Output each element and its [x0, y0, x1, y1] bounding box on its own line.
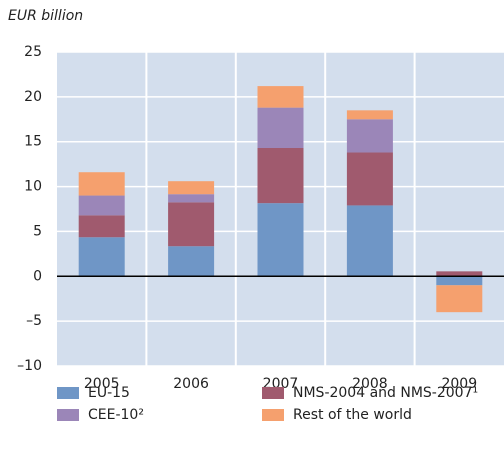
y-tick-label: 15	[24, 134, 42, 150]
legend-label: EU-15	[88, 385, 130, 401]
bar-segment	[257, 203, 304, 277]
legend-label: Rest of the world	[293, 407, 412, 423]
legend-label: CEE-10²	[88, 407, 144, 423]
bar-segment	[78, 172, 125, 196]
bar-segment	[346, 152, 393, 206]
bar-segment	[346, 205, 393, 277]
legend-swatch	[262, 387, 284, 399]
bar-segment	[78, 195, 125, 216]
bar-segment	[168, 194, 215, 203]
legend-swatch	[57, 387, 79, 399]
x-tick-label: 2008	[352, 376, 388, 392]
bar-segment	[436, 285, 483, 313]
y-tick-label: 20	[24, 89, 42, 105]
bar-segment	[346, 119, 393, 153]
legend-swatch	[57, 409, 79, 421]
x-tick-label: 2005	[84, 376, 120, 392]
legend-label: NMS-2004 and NMS-2007¹	[293, 385, 478, 401]
bar-segment	[436, 276, 483, 286]
x-tick-label: 2006	[173, 376, 209, 392]
bar-segment	[436, 271, 483, 277]
bar-segment	[257, 107, 304, 148]
y-tick-label: 10	[24, 179, 42, 195]
y-tick-label: 25	[24, 44, 42, 60]
y-tick-label: 5	[33, 223, 42, 239]
bar-segment	[346, 110, 393, 120]
legend-swatch	[262, 409, 284, 421]
bar-segment	[168, 181, 215, 195]
y-tick-label: –5	[26, 313, 42, 329]
bar-segment	[78, 237, 125, 277]
bar-segment	[168, 246, 215, 277]
y-tick-label: 0	[33, 268, 42, 284]
bar-segment	[168, 202, 215, 247]
bar-segment	[78, 215, 125, 238]
bar-segment	[257, 86, 304, 108]
bar-segment	[257, 147, 304, 204]
x-tick-label: 2009	[441, 376, 477, 392]
y-tick-label: –10	[17, 358, 42, 374]
y-axis-label: EUR billion	[8, 8, 83, 24]
